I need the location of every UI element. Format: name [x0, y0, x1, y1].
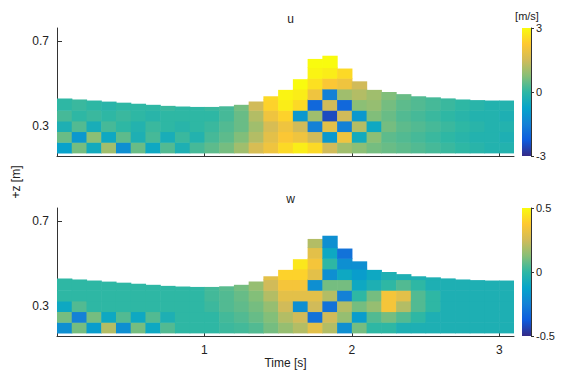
svg-text:-0.5: -0.5: [536, 330, 555, 342]
svg-text:0.3: 0.3: [32, 119, 49, 133]
svg-text:-3: -3: [536, 150, 546, 162]
svg-text:[m/s]: [m/s]: [515, 10, 539, 22]
svg-text:2: 2: [348, 343, 355, 357]
svg-text:1: 1: [201, 343, 208, 357]
svg-text:Time [s]: Time [s]: [264, 356, 306, 370]
svg-text:0.7: 0.7: [32, 34, 49, 48]
svg-text:3: 3: [496, 343, 503, 357]
svg-text:0.3: 0.3: [32, 299, 49, 313]
svg-text:w: w: [285, 192, 295, 206]
svg-text:0: 0: [536, 86, 542, 98]
svg-text:+z [m]: +z [m]: [9, 165, 23, 198]
svg-text:u: u: [287, 12, 294, 26]
svg-text:3: 3: [536, 22, 542, 34]
svg-text:0.7: 0.7: [32, 214, 49, 228]
svg-text:0: 0: [536, 266, 542, 278]
svg-text:0.5: 0.5: [536, 202, 551, 214]
